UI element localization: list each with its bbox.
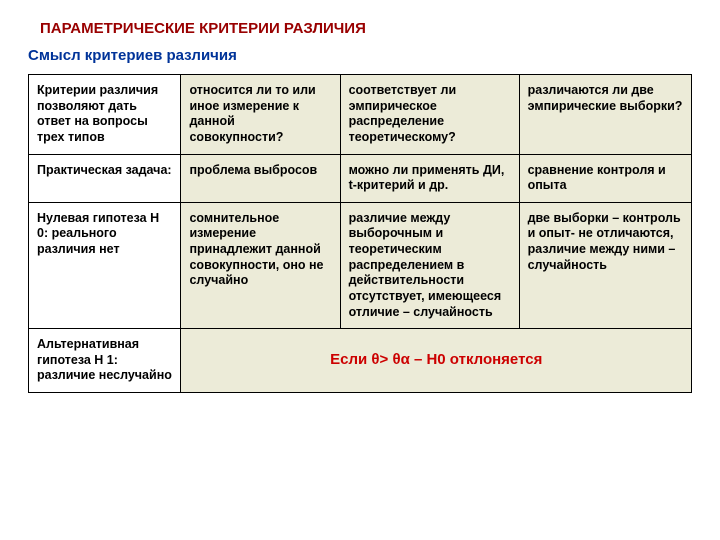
cell: Нулевая гипотеза Н 0: реального различия… [29, 202, 181, 328]
cell: различаются ли две эмпирические выборки? [519, 75, 691, 155]
cell: соответствует ли эмпирическое распределе… [340, 75, 519, 155]
cell: Практическая задача: [29, 154, 181, 202]
cell: различие между выборочным и теоретически… [340, 202, 519, 328]
cell: две выборки – контроль и опыт- не отлича… [519, 202, 691, 328]
table-row: Нулевая гипотеза Н 0: реального различия… [29, 202, 692, 328]
criteria-table: Критерии различия позволяют дать ответ н… [28, 74, 692, 393]
cell: сравнение контроля и опыта [519, 154, 691, 202]
page-title: ПАРАМЕТРИЧЕСКИЕ КРИТЕРИИ РАЗЛИЧИЯ [40, 20, 692, 37]
cell: сомнительное измерение принадлежит данно… [181, 202, 340, 328]
table-row: Критерии различия позволяют дать ответ н… [29, 75, 692, 155]
table-row: Практическая задача: проблема выбросов м… [29, 154, 692, 202]
table-row: Альтернативная гипотеза Н 1: различие не… [29, 329, 692, 393]
cell: можно ли применять ДИ, t-критерий и др. [340, 154, 519, 202]
merged-cell: Если θ> θα – Н0 отклоняется [181, 329, 692, 393]
cell: Альтернативная гипотеза Н 1: различие не… [29, 329, 181, 393]
cell: Критерии различия позволяют дать ответ н… [29, 75, 181, 155]
cell: относится ли то или иное измерение к дан… [181, 75, 340, 155]
page-subtitle: Смысл критериев различия [28, 47, 692, 64]
cell: проблема выбросов [181, 154, 340, 202]
